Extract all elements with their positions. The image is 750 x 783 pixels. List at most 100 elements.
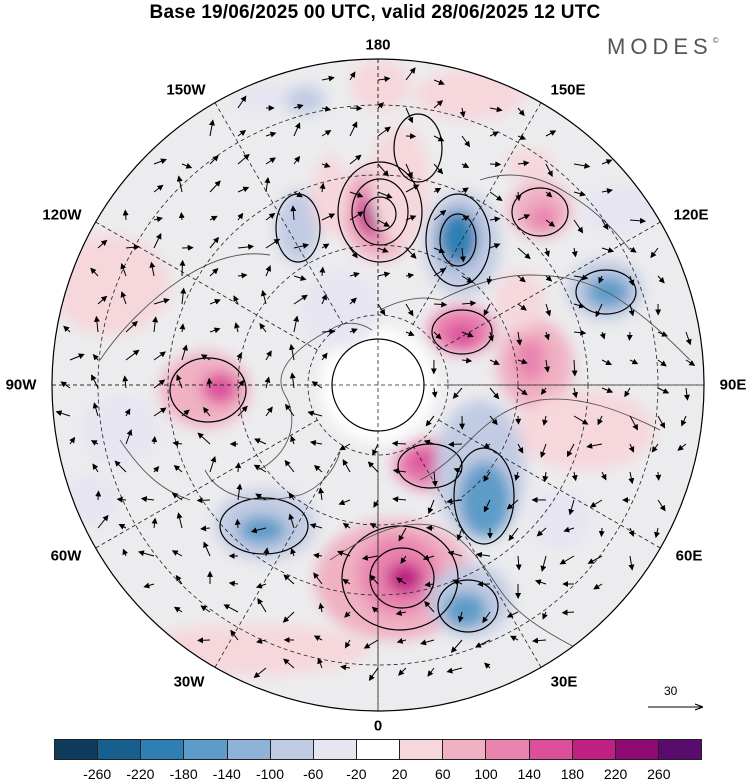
wind-arrow [536, 527, 547, 537]
anomaly-patch [443, 592, 487, 628]
meridian-line [214, 445, 344, 668]
wind-arrow [395, 609, 407, 616]
wind-arrow [431, 387, 438, 398]
wind-arrow [600, 471, 607, 481]
wind-arrow [433, 267, 447, 277]
wind-arrow [237, 379, 245, 389]
wind-arrow [260, 289, 267, 305]
wind-arrow [517, 134, 527, 140]
wind-arrow [484, 662, 491, 669]
contour-line [575, 269, 637, 315]
wind-arrow [237, 212, 244, 221]
anomaly-patch [80, 395, 160, 465]
wind-arrow [452, 387, 463, 399]
wind-arrow [349, 191, 364, 198]
wind-arrow [405, 247, 417, 259]
contour-line [219, 497, 309, 555]
wind-arrow [233, 295, 239, 305]
wind-arrow [143, 582, 155, 589]
wind-arrow [254, 438, 267, 445]
wind-arrow [342, 459, 351, 473]
wind-arrow [489, 216, 501, 223]
wind-arrow [405, 272, 415, 279]
wind-arrow [681, 415, 687, 427]
meridian-line [95, 221, 318, 351]
wind-arrow [313, 552, 323, 559]
wind-arrow [175, 574, 183, 585]
wind-arrow [587, 555, 603, 564]
wind-arrow [337, 550, 351, 557]
wind-arrow [363, 639, 379, 649]
wind-arrow [628, 527, 635, 537]
contour-line [437, 579, 499, 633]
wind-arrow [202, 406, 211, 417]
modes-logo: MODES© [607, 34, 719, 59]
wind-arrow [209, 455, 217, 473]
wind-arrow [628, 303, 635, 317]
wind-arrow [97, 239, 108, 249]
wind-arrow [197, 432, 211, 445]
wind-arrow [532, 637, 547, 644]
wind-arrow [69, 353, 85, 361]
wind-arrow [209, 215, 218, 222]
anomaly-patch [300, 270, 380, 350]
wind-arrow [153, 158, 167, 165]
wind-arrow [290, 547, 296, 557]
wind-arrow [153, 379, 166, 389]
lon-label-180: 180 [365, 36, 391, 54]
wind-arrow [321, 213, 336, 221]
wind-arrow [289, 372, 296, 389]
anomaly-patch [350, 60, 410, 110]
wind-arrow [282, 611, 295, 623]
wind-arrow [344, 611, 351, 618]
wind-arrow [517, 358, 528, 365]
wind-arrow [237, 272, 248, 279]
wind-arrow [179, 323, 186, 333]
wind-arrow [209, 268, 219, 277]
colorbar-swatch [55, 740, 99, 759]
colorbar-tick-label: -60 [303, 766, 324, 782]
wind-arrow [237, 153, 250, 165]
wind-arrow [321, 129, 332, 137]
wind-arrow [573, 190, 586, 197]
meridian-line [438, 221, 661, 351]
wind-arrow [599, 331, 606, 340]
wind-arrow [223, 604, 239, 613]
wind-arrow [486, 275, 493, 285]
wind-arrow [120, 291, 127, 305]
wind-arrow [318, 602, 325, 613]
wind-arrow [263, 547, 270, 557]
wind-arrow [628, 555, 635, 571]
wind-arrow [483, 499, 491, 513]
wind-arrow [237, 405, 248, 417]
colorbar-tick-label: -20 [346, 766, 367, 782]
wind-arrow [447, 550, 463, 557]
wind-arrow [349, 271, 360, 278]
wind-arrow [377, 303, 386, 316]
wind-arrow [489, 131, 500, 137]
wind-arrow [319, 182, 326, 193]
wind-arrow [342, 522, 351, 529]
wind-arrow [657, 499, 666, 512]
wind-arrow [344, 639, 351, 649]
wind-arrow [510, 635, 519, 642]
coastline [439, 274, 691, 361]
wind-arrow [400, 555, 407, 564]
wind-arrow [405, 184, 420, 193]
wind-arrow [650, 247, 659, 259]
wind-arrow [178, 212, 185, 221]
wind-arrow [209, 119, 215, 137]
wind-arrow [427, 499, 435, 515]
anomaly-patch [495, 270, 545, 330]
wind-arrow [517, 387, 528, 396]
wind-arrow [349, 71, 356, 81]
wind-arrow [601, 219, 609, 230]
lon-label-0: 0 [373, 717, 383, 735]
wind-arrow [237, 130, 247, 137]
wind-arrow [461, 215, 470, 222]
wind-arrow [626, 331, 633, 341]
wind-arrow [122, 375, 129, 389]
wind-arrow [377, 191, 393, 199]
wind-arrow [515, 555, 522, 571]
wind-arrow [545, 191, 553, 198]
